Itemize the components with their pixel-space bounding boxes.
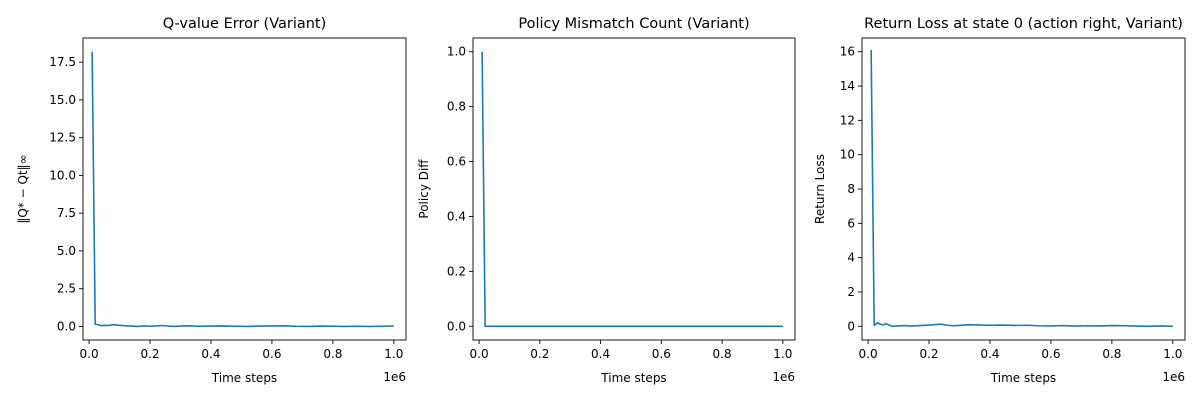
chart-2-y-tick-label: 0.4 bbox=[447, 209, 466, 223]
chart-1-x-offset-label: 1e6 bbox=[383, 370, 406, 384]
chart-1-series-line bbox=[91, 51, 394, 328]
chart-2: 0.0 0.2 0.4 0.6 0.8 1.0 0.0 0.2 0.4 0.6 0.8 1.0 Poli… bbox=[417, 16, 796, 385]
chart-3-title: Return Loss at state 0 (action right, Va… bbox=[864, 16, 1183, 32]
chart-3: 0.0 0.2 0.4 0.6 0.8 1.0 0 2 4 6 8 10 12 14 16 Return Lo… bbox=[813, 16, 1186, 385]
chart-1-title: Q-value Error (Variant) bbox=[163, 16, 327, 32]
chart-3-y-tick-label: 6 bbox=[847, 216, 855, 230]
chart-2-y-tick-label: 0.0 bbox=[447, 319, 466, 333]
chart-1-y-tick-label: 2.5 bbox=[57, 282, 76, 296]
chart-3-x-tick-label: 0.0 bbox=[859, 347, 878, 361]
chart-3-x-tick-label: 0.6 bbox=[1041, 347, 1060, 361]
chart-3-x-tick-label: 0.8 bbox=[1102, 347, 1121, 361]
chart-2-axes-frame bbox=[472, 37, 796, 341]
chart-2-x-axis-label: Time steps bbox=[600, 371, 666, 385]
chart-3-y-axis-label: Return Loss bbox=[813, 154, 827, 224]
chart-3-x-tick-label: 0.4 bbox=[980, 347, 999, 361]
chart-1: 0.0 0.2 0.4 0.6 0.8 1.0 0.0 2.5 5.0 7.5 10.0 12.5 15… bbox=[16, 16, 407, 385]
chart-1-x-tick-label: 1.0 bbox=[384, 347, 403, 361]
chart-2-x-tick-label: 1.0 bbox=[773, 347, 792, 361]
chart-2-y-tick-label: 0.8 bbox=[447, 100, 466, 114]
chart-1-y-tick-label: 12.5 bbox=[49, 131, 76, 145]
chart-2-x-offset-label: 1e6 bbox=[772, 370, 795, 384]
chart-1-y-tick-label: 0.0 bbox=[57, 319, 76, 333]
chart-3-y-tick-label: 16 bbox=[840, 45, 855, 59]
chart-3-x-axis-label: Time steps bbox=[990, 371, 1056, 385]
chart-3-axes-frame bbox=[861, 37, 1186, 341]
chart-3-x-tick-label: 0.2 bbox=[919, 347, 938, 361]
chart-2-y-axis-label: Policy Diff bbox=[417, 159, 431, 219]
chart-2-title: Policy Mismatch Count (Variant) bbox=[518, 16, 749, 32]
chart-2-x-tick-label: 0.6 bbox=[652, 347, 671, 361]
chart-1-x-tick-label: 0.0 bbox=[80, 347, 99, 361]
chart-1-axes-frame bbox=[82, 37, 407, 341]
chart-2-x-tick-label: 0.0 bbox=[470, 347, 489, 361]
chart-3-y-tick-label: 12 bbox=[840, 113, 855, 127]
chart-1-y-tick-label: 17.5 bbox=[49, 55, 76, 69]
chart-2-series-line bbox=[481, 51, 783, 328]
chart-1-x-tick-label: 0.4 bbox=[201, 347, 220, 361]
chart-1-y-tick-label: 15.0 bbox=[49, 93, 76, 107]
chart-1-x-axis-label: Time steps bbox=[211, 371, 277, 385]
chart-1-y-axis-label: ‖Q* − Qt‖∞ bbox=[16, 154, 30, 223]
chart-1-x-tick-label: 0.2 bbox=[140, 347, 159, 361]
chart-3-x-tick-label: 1.0 bbox=[1163, 347, 1182, 361]
chart-3-y-tick-label: 4 bbox=[847, 251, 855, 265]
chart-2-x-tick-label: 0.4 bbox=[591, 347, 610, 361]
chart-2-x-tick-label: 0.8 bbox=[713, 347, 732, 361]
chart-1-y-tick-label: 5.0 bbox=[57, 244, 76, 258]
chart-2-y-tick-label: 0.6 bbox=[447, 155, 466, 169]
chart-3-y-tick-label: 10 bbox=[840, 148, 855, 162]
chart-3-series-line bbox=[870, 50, 1173, 328]
chart-3-y-tick-label: 2 bbox=[847, 285, 855, 299]
chart-3-x-offset-label: 1e6 bbox=[1162, 370, 1185, 384]
chart-2-y-tick-label: 0.2 bbox=[447, 264, 466, 278]
chart-3-y-tick-label: 14 bbox=[840, 79, 855, 93]
chart-3-y-tick-label: 0 bbox=[847, 319, 855, 333]
chart-1-y-tick-label: 10.0 bbox=[49, 168, 76, 182]
chart-1-x-tick-label: 0.8 bbox=[323, 347, 342, 361]
chart-2-x-tick-label: 0.2 bbox=[530, 347, 549, 361]
chart-1-y-tick-label: 7.5 bbox=[57, 206, 76, 220]
chart-3-y-tick-label: 8 bbox=[847, 182, 855, 196]
chart-1-x-tick-label: 0.6 bbox=[262, 347, 281, 361]
chart-2-y-tick-label: 1.0 bbox=[447, 45, 466, 59]
